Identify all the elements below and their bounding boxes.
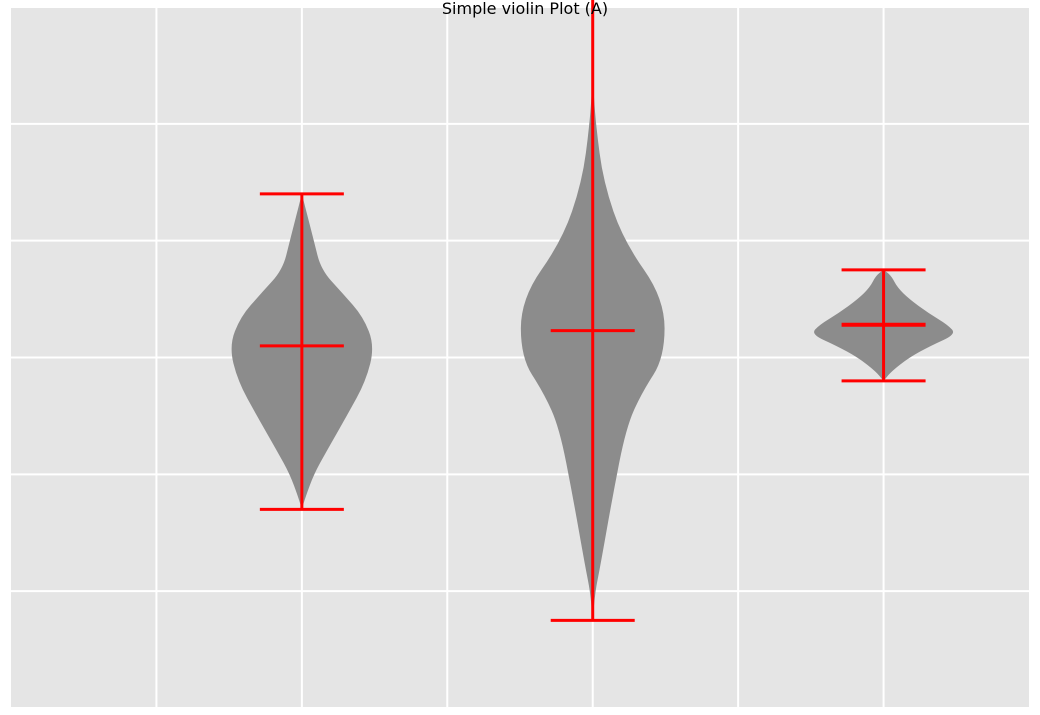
chart-title: Simple violin Plot (A): [442, 0, 608, 18]
extrema-lines: [259, 0, 926, 622]
